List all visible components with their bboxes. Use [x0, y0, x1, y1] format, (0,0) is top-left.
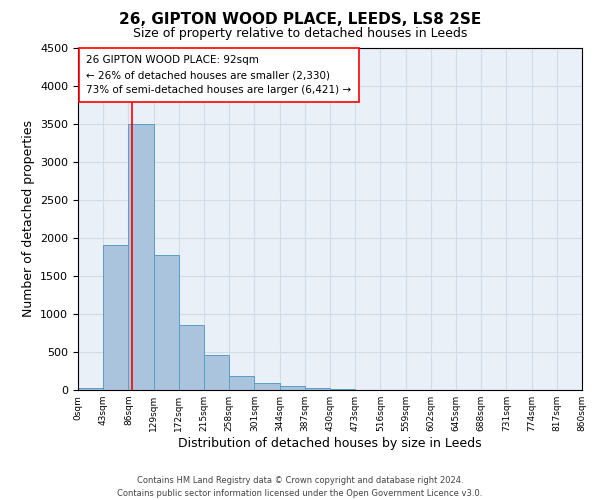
Bar	[154, 254, 179, 390]
Bar	[103, 246, 128, 390]
Text: 26, GIPTON WOOD PLACE, LEEDS, LS8 2SE: 26, GIPTON WOOD PLACE, LEEDS, LS8 2SE	[119, 12, 481, 28]
X-axis label: Distribution of detached houses by size in Leeds: Distribution of detached houses by size …	[178, 437, 482, 450]
Bar	[204, 355, 229, 390]
Bar	[254, 383, 280, 390]
Bar	[229, 376, 254, 390]
Bar	[179, 324, 204, 390]
Bar	[280, 386, 305, 390]
Text: 26 GIPTON WOOD PLACE: 92sqm
← 26% of detached houses are smaller (2,330)
73% of : 26 GIPTON WOOD PLACE: 92sqm ← 26% of det…	[86, 56, 352, 95]
Y-axis label: Number of detached properties: Number of detached properties	[22, 120, 35, 318]
Bar	[78, 388, 103, 390]
Bar	[305, 388, 330, 390]
Bar	[330, 389, 355, 390]
FancyBboxPatch shape	[79, 48, 359, 102]
Text: Contains HM Land Registry data © Crown copyright and database right 2024.
Contai: Contains HM Land Registry data © Crown c…	[118, 476, 482, 498]
Bar	[128, 124, 154, 390]
Text: Size of property relative to detached houses in Leeds: Size of property relative to detached ho…	[133, 28, 467, 40]
